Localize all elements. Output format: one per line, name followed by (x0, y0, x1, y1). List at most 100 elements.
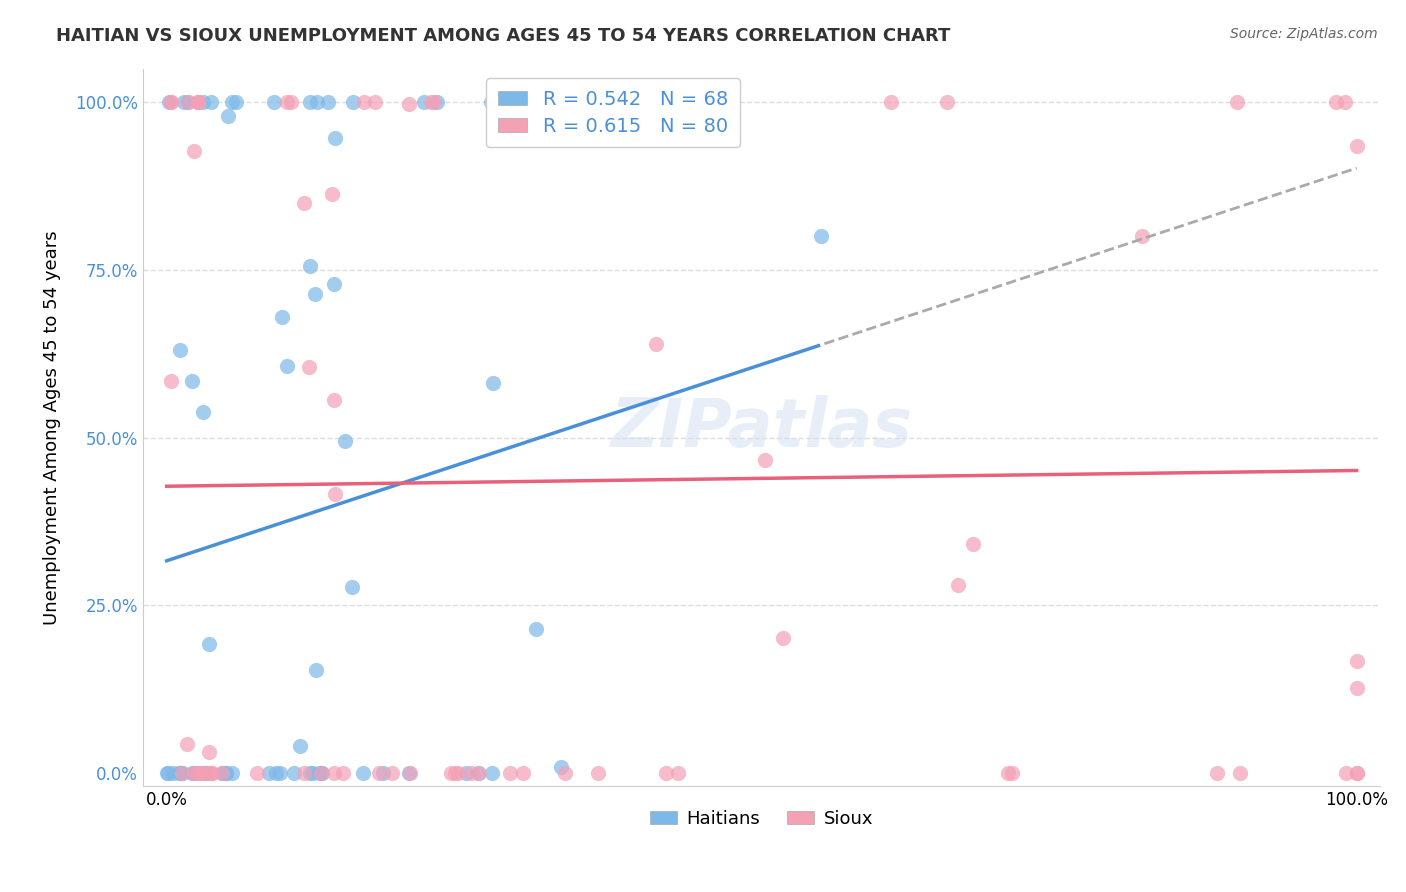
Point (292, 766, 315, 780)
Point (352, 766, 374, 780)
Point (170, 766, 193, 780)
Point (772, 631, 794, 645)
Point (936, 95, 959, 109)
Point (368, 766, 391, 780)
Text: ZIPatlas: ZIPatlas (610, 394, 912, 460)
Point (645, 337, 668, 351)
Point (510, 95, 533, 109)
Point (581, 95, 603, 109)
Point (481, 95, 503, 109)
Point (512, 766, 534, 780)
Point (1346, 138, 1368, 153)
Point (381, 766, 404, 780)
Point (655, 766, 678, 780)
Point (269, 766, 291, 780)
Point (711, 95, 734, 109)
Point (371, 766, 394, 780)
Point (447, 766, 470, 780)
Point (183, 766, 205, 780)
Point (180, 766, 202, 780)
Point (160, 95, 183, 109)
Point (157, 95, 180, 109)
Point (426, 95, 449, 109)
Point (159, 95, 181, 109)
Point (156, 766, 179, 780)
Point (264, 766, 287, 780)
Point (156, 766, 179, 780)
Point (298, 766, 321, 780)
Point (302, 766, 325, 780)
Point (169, 766, 191, 780)
Point (298, 259, 321, 273)
Point (1132, 229, 1154, 244)
Point (201, 766, 224, 780)
Point (211, 766, 233, 780)
Point (221, 766, 243, 780)
Point (1324, 95, 1347, 109)
Point (305, 663, 328, 677)
Point (221, 95, 243, 109)
Point (177, 95, 200, 109)
Point (363, 95, 385, 109)
Point (276, 359, 298, 374)
Point (323, 392, 346, 407)
Point (197, 746, 219, 760)
Point (211, 766, 233, 780)
Point (1346, 654, 1368, 668)
Point (485, 95, 508, 109)
Point (948, 578, 970, 592)
Point (309, 766, 332, 780)
Point (177, 95, 200, 109)
Point (195, 766, 218, 780)
Text: HAITIAN VS SIOUX UNEMPLOYMENT AMONG AGES 45 TO 54 YEARS CORRELATION CHART: HAITIAN VS SIOUX UNEMPLOYMENT AMONG AGES… (56, 27, 950, 45)
Point (1334, 766, 1357, 780)
Point (283, 766, 305, 780)
Point (183, 766, 205, 780)
Point (225, 95, 247, 109)
Point (311, 766, 333, 780)
Point (716, 95, 738, 109)
Point (308, 766, 330, 780)
Point (187, 95, 209, 109)
Point (482, 376, 505, 390)
Point (280, 95, 302, 109)
Point (399, 766, 422, 780)
Point (443, 766, 465, 780)
Point (692, 95, 714, 109)
Point (880, 95, 903, 109)
Point (257, 766, 280, 780)
Point (276, 95, 298, 109)
Point (323, 130, 346, 145)
Point (186, 766, 208, 780)
Point (190, 766, 212, 780)
Point (962, 537, 984, 551)
Point (246, 766, 269, 780)
Point (1225, 95, 1247, 109)
Point (467, 766, 489, 780)
Point (754, 453, 776, 467)
Point (159, 374, 181, 388)
Point (193, 95, 215, 109)
Point (172, 766, 194, 780)
Point (554, 766, 576, 780)
Point (333, 434, 356, 449)
Point (180, 374, 202, 388)
Point (271, 310, 294, 325)
Point (654, 95, 676, 109)
Point (316, 95, 339, 109)
Point (1001, 766, 1024, 780)
Legend: Haitians, Sioux: Haitians, Sioux (643, 803, 880, 835)
Point (481, 766, 503, 780)
Point (340, 580, 363, 594)
Y-axis label: Unemployment Among Ages 45 to 54 years: Unemployment Among Ages 45 to 54 years (44, 230, 60, 624)
Point (1346, 766, 1368, 780)
Point (304, 287, 326, 301)
Point (323, 277, 346, 291)
Point (323, 766, 346, 780)
Point (194, 766, 217, 780)
Point (997, 766, 1019, 780)
Point (423, 95, 446, 109)
Point (200, 766, 222, 780)
Point (215, 766, 238, 780)
Point (1333, 95, 1355, 109)
